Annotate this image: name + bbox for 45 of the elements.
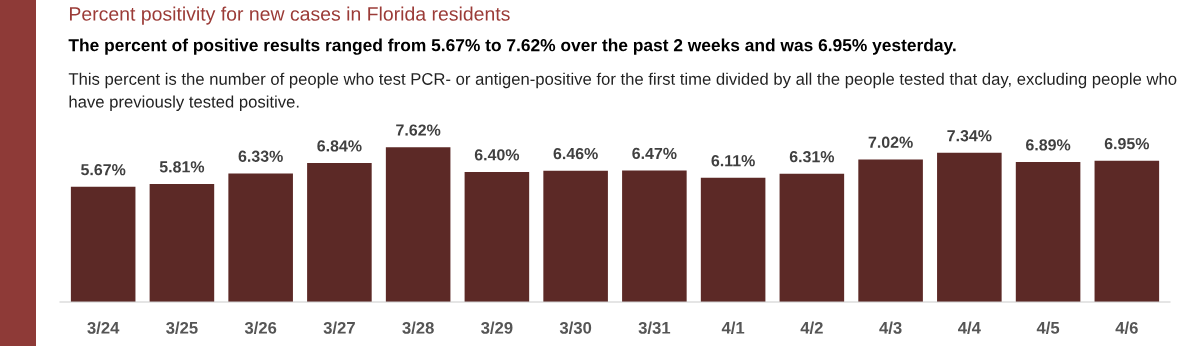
bar [779,173,845,303]
bar [149,183,215,303]
data-label: 5.81% [159,161,205,173]
bar [70,186,136,303]
data-label: 5.67% [81,164,126,176]
bar [1094,160,1160,303]
x-tick-label: 3/26 [244,321,277,334]
data-label: 6.84% [317,140,362,152]
x-tick-label: 4/1 [721,321,745,334]
data-label: 6.40% [474,149,520,161]
x-tick-label: 3/27 [323,321,355,334]
data-label: 6.33% [238,150,283,162]
chart-subtitle: The percent of positive results ranged from 5.67% to 7.62% over the past 2 weeks and was 6.95% yesterday. [68,38,956,55]
x-tick-label: 3/29 [481,321,513,334]
text: This percent is the number of people who test PCR- or antigen-positive for the first time divided by all the people tested that day, excluding people who have previously tested positive. [68,72,1177,111]
data-label: 6.89% [1026,139,1071,151]
x-tick-label: 4/4 [958,321,981,334]
x-tick-label: 4/6 [1115,321,1138,334]
data-label: 6.31% [789,151,835,163]
x-tick-label: 3/30 [559,321,592,334]
x-tick-label: 3/31 [638,321,671,334]
bar [1015,162,1081,303]
bar [858,159,923,303]
data-label: 6.46% [553,147,598,160]
chart-title: Percent positivity for new cases in Florida residents [70,6,510,25]
data-label: 7.62% [396,124,441,136]
bar [464,171,530,303]
x-tick-label: 4/3 [879,321,902,334]
data-label: 6.11% [711,155,755,167]
bar [937,152,1002,303]
bar [307,163,372,303]
bar [228,173,293,303]
data-label: 6.47% [632,147,677,160]
x-tick-label: 4/5 [1036,321,1060,334]
x-tick-label: 3/24 [87,321,120,334]
data-label: 6.95% [1104,138,1150,150]
bar [700,177,766,303]
bar [543,170,608,303]
x-tick-label: 3/28 [402,321,434,334]
bar [622,170,687,303]
x-tick-label: 4/2 [800,321,823,334]
data-label: 7.02% [868,136,913,148]
x-tick-label: 3/25 [166,321,198,334]
data-label: 7.34% [947,130,992,142]
bar [385,147,451,303]
